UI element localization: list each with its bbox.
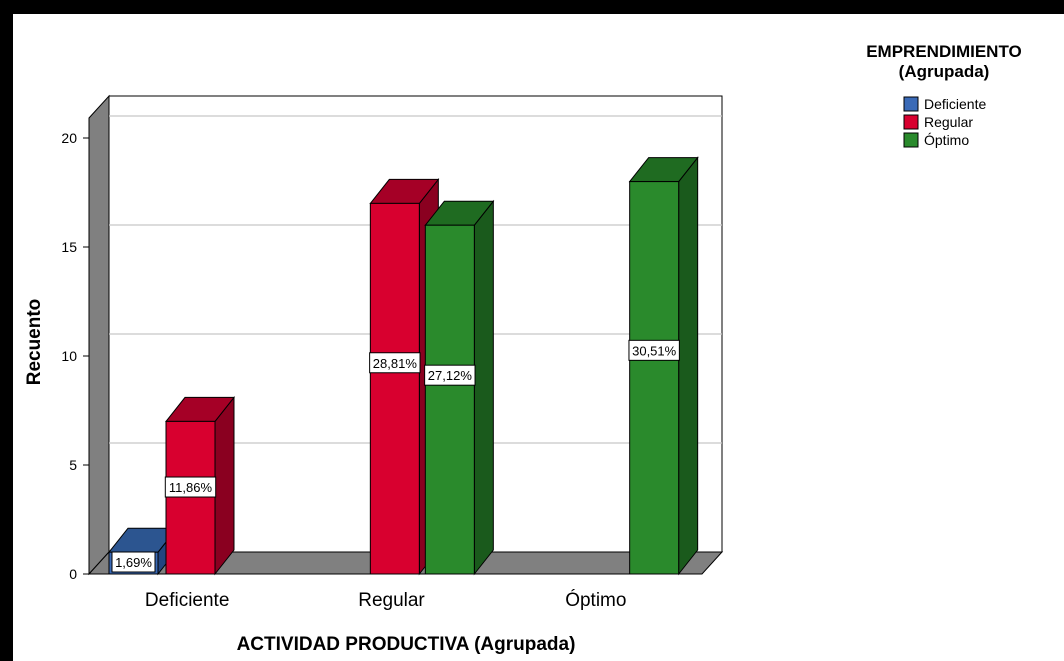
x-axis-title: ACTIVIDAD PRODUCTIVA (Agrupada) [237, 634, 576, 655]
bar-side [473, 199, 494, 576]
legend-label: Regular [924, 114, 973, 130]
bar [424, 199, 495, 576]
data-label-text: 1,69% [115, 555, 152, 570]
bar-front [369, 202, 420, 575]
left-wall [88, 94, 110, 576]
legend-title-line1: EMPRENDIMIENTO [866, 42, 1022, 61]
legend-swatch [903, 96, 919, 112]
bar [164, 395, 236, 576]
data-label-box [369, 352, 421, 374]
bar-front [629, 181, 680, 575]
data-label-text: 27,12% [428, 368, 473, 383]
y-tick-label: 0 [69, 566, 77, 582]
legend-label: Deficiente [924, 96, 986, 112]
data-label-box [628, 339, 680, 361]
data-label-text: 28,81% [373, 356, 418, 371]
legend-item: Regular [903, 114, 973, 130]
legend-label: Óptimo [924, 132, 969, 148]
legend: EMPRENDIMIENTO (Agrupada) Deficiente Regu… [866, 42, 1022, 148]
data-label: 11,86% [164, 476, 217, 498]
y-tick-label: 20 [61, 130, 77, 146]
legend-title-line2: (Agrupada) [899, 62, 990, 81]
x-category-label: Óptimo [565, 589, 626, 611]
y-axis-title: Recuento [24, 299, 45, 386]
legend-items: Deficiente Regular Óptimo [903, 96, 986, 148]
bar-front [165, 420, 216, 575]
data-label-text: 11,86% [169, 480, 213, 495]
x-category-label: Deficiente [145, 590, 230, 611]
data-label: 27,12% [424, 364, 476, 386]
legend-item: Óptimo [903, 132, 969, 148]
y-tick-label: 15 [61, 239, 77, 255]
y-tick-label: 5 [69, 457, 77, 473]
data-label: 28,81% [369, 352, 421, 374]
legend-swatch [903, 114, 919, 130]
legend-swatch [903, 132, 919, 148]
bar-side [214, 395, 235, 576]
data-label: 30,51% [628, 339, 680, 361]
data-label-box [424, 364, 476, 386]
x-category-label: Regular [358, 590, 425, 611]
data-label-box [164, 476, 217, 498]
data-labels: 1,69% 11,86% 28,81% 27,12% 30,51% [111, 339, 680, 573]
data-label: 1,69% [111, 551, 156, 573]
legend-item: Deficiente [903, 96, 986, 112]
bar-side [678, 156, 699, 576]
x-axis-categories: Deficiente Regular Óptimo [145, 589, 627, 611]
data-label-text: 30,51% [632, 343, 677, 358]
y-tick-label: 10 [61, 348, 77, 364]
bars [107, 156, 699, 576]
y-axis-ticks: 0 5 10 15 20 [61, 130, 89, 582]
bar [628, 156, 699, 576]
bar-front [424, 224, 475, 575]
data-label-box [111, 551, 156, 573]
